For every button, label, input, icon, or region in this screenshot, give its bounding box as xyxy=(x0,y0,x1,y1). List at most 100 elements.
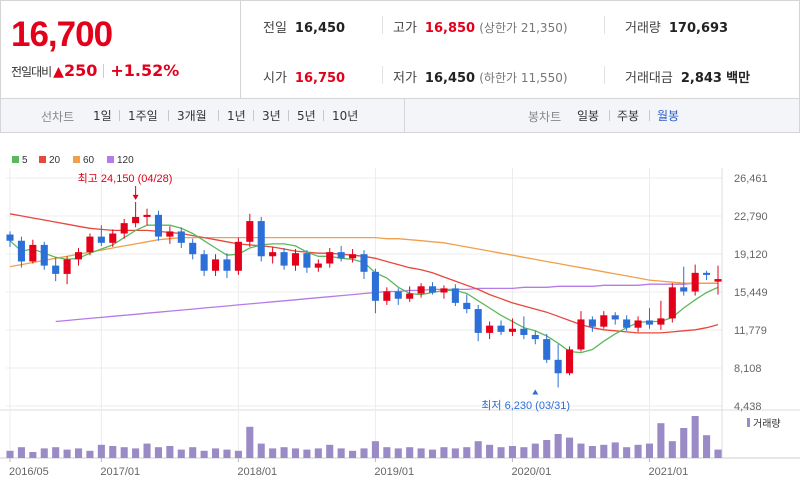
candle-body xyxy=(577,319,585,350)
candle-body xyxy=(497,325,505,332)
candle-body xyxy=(371,271,379,301)
chart-legend: 5 20 60 120 xyxy=(12,155,134,166)
candle-body xyxy=(634,320,642,328)
candle-body xyxy=(428,286,437,293)
candle-body xyxy=(189,242,197,255)
candle-body xyxy=(645,320,654,325)
candle-body xyxy=(566,349,574,374)
candle-body xyxy=(269,252,277,257)
volume-bar xyxy=(246,426,254,458)
volume-bars: 거래량 xyxy=(6,416,781,458)
legend-swatch xyxy=(73,156,80,163)
volume-bar xyxy=(394,448,402,458)
candle-body xyxy=(212,259,220,271)
volume-bar xyxy=(120,447,128,458)
candle-body xyxy=(360,254,368,272)
volume-bar xyxy=(680,428,688,458)
legend-swatch xyxy=(107,156,114,163)
divider xyxy=(218,110,219,121)
x-tick-label: 2021/01 xyxy=(648,466,688,478)
change-label: 전일대비 xyxy=(11,65,52,79)
ma60-line xyxy=(9,236,718,284)
volume-bar xyxy=(451,448,459,458)
period-1d[interactable]: 1일 xyxy=(93,109,112,123)
divider xyxy=(288,110,289,121)
divider xyxy=(604,66,605,84)
volume-bar xyxy=(623,447,631,458)
volume-bar xyxy=(440,447,448,458)
x-tick-label: 2020/01 xyxy=(511,466,551,478)
candle-body xyxy=(74,252,83,260)
volume-bar xyxy=(428,449,437,458)
x-tick-label: 2016/05 xyxy=(9,466,49,478)
amount-unit: 백만 xyxy=(726,71,751,86)
candle-body xyxy=(132,216,140,224)
candle-body xyxy=(531,334,539,340)
period-3m[interactable]: 3개월 xyxy=(177,109,207,123)
y-tick-label: 19,120 xyxy=(734,249,768,261)
volume-bar xyxy=(63,449,71,458)
change-percent: +1.52% xyxy=(110,61,180,80)
amount-value: 2,843 xyxy=(680,71,722,86)
candle-weekly[interactable]: 주봉 xyxy=(617,109,640,123)
volume-bar xyxy=(474,441,482,458)
volume-bar xyxy=(668,441,676,458)
volume-bar xyxy=(360,448,368,458)
volume-bar xyxy=(40,448,48,458)
candle-body xyxy=(17,240,25,262)
candle-body xyxy=(109,233,117,243)
volume-bar xyxy=(257,443,265,458)
volume-bar xyxy=(611,442,619,458)
price-chart[interactable]: 5 20 60 120 26,461 22,790 19,120 15,449 11,779 8… xyxy=(0,150,800,488)
candle-body xyxy=(691,272,699,292)
divider xyxy=(103,64,105,78)
candle-body xyxy=(40,244,48,266)
period-3y[interactable]: 3년 xyxy=(262,109,281,123)
open-value: 16,750 xyxy=(294,71,346,86)
volume-bar xyxy=(371,441,379,458)
x-tick-label: 2018/01 xyxy=(237,466,277,478)
candle-body xyxy=(29,244,37,262)
volume-bar xyxy=(200,450,208,458)
volume-bar xyxy=(714,449,722,458)
candle-body xyxy=(394,291,402,299)
divider xyxy=(649,110,650,121)
volume-bar xyxy=(554,434,562,458)
x-tick-label: 2017/01 xyxy=(100,466,140,478)
candle-body xyxy=(97,236,105,243)
volume-bar xyxy=(326,444,334,458)
candle-monthly[interactable]: 월봉 xyxy=(657,109,680,123)
volume-bar xyxy=(6,450,14,458)
chart-annotations: 최고 24,150 (04/28) 최저 6,230 (03/31) xyxy=(78,172,570,412)
legend-label: 120 xyxy=(117,155,134,166)
candle-daily[interactable]: 일봉 xyxy=(577,109,600,123)
legend-swatch xyxy=(39,156,46,163)
candle-body xyxy=(714,279,722,282)
y-tick-label: 11,779 xyxy=(734,325,767,337)
volume-bar xyxy=(166,446,174,458)
candle-body xyxy=(520,328,528,335)
period-1w[interactable]: 1주일 xyxy=(128,109,158,123)
candle-body xyxy=(246,221,254,242)
period-1y[interactable]: 1년 xyxy=(227,109,246,123)
high-stat: 고가 16,850 (상한가 21,350) xyxy=(393,17,568,36)
candle-body xyxy=(154,214,162,237)
period-10y[interactable]: 10년 xyxy=(332,109,359,123)
change-row: 전일대비 ▲250 +1.52% xyxy=(11,61,179,80)
volume-bar xyxy=(74,448,83,458)
low-value: 16,450 xyxy=(424,71,476,86)
volume-bar xyxy=(314,448,322,458)
divider xyxy=(323,110,324,121)
volume-bar xyxy=(657,423,665,458)
high-arrow-head xyxy=(132,194,139,200)
divider xyxy=(253,110,254,121)
volume-bar xyxy=(577,443,585,458)
period-5y[interactable]: 5년 xyxy=(297,109,316,123)
candle-body xyxy=(143,214,151,217)
volume-value: 170,693 xyxy=(668,21,729,36)
candle-body xyxy=(257,221,265,257)
volume-bar xyxy=(463,447,471,458)
low-arrow-head xyxy=(532,389,539,395)
candle-body xyxy=(611,315,619,320)
candle-body xyxy=(463,302,471,310)
